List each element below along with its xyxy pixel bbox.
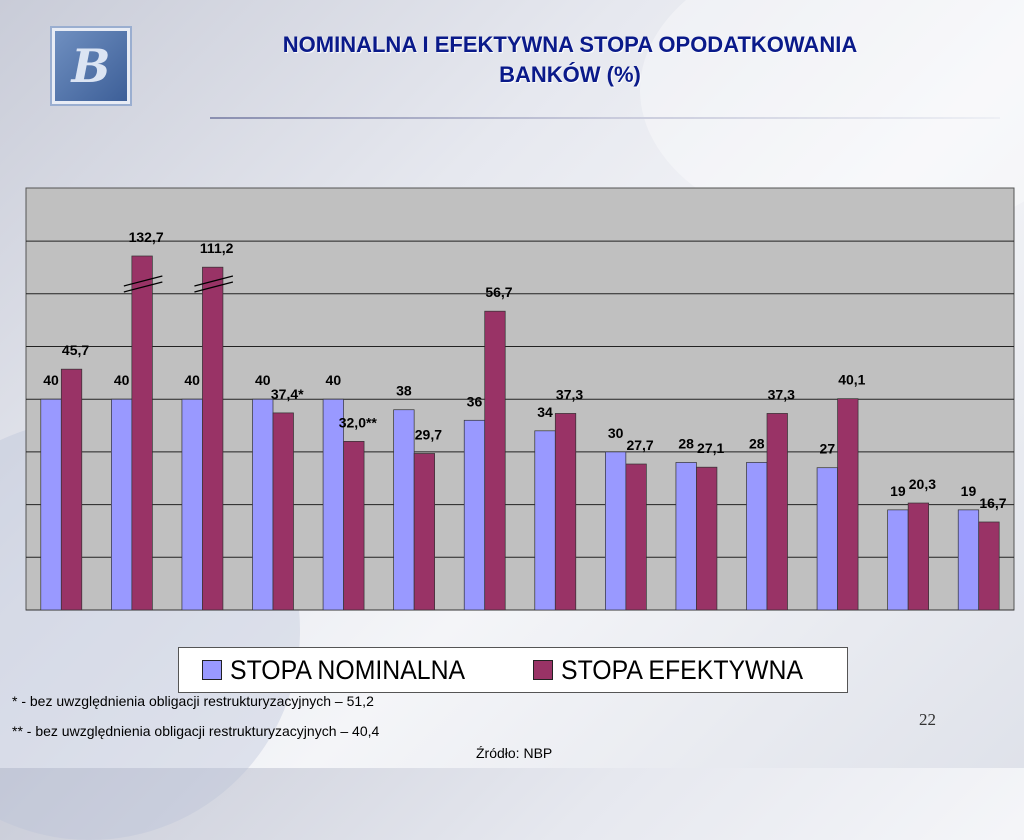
bar-nominal xyxy=(816,467,838,611)
bank-logo: B xyxy=(52,28,130,104)
bar-nominal xyxy=(393,409,415,611)
bar-nominal xyxy=(463,419,486,611)
data-label-nominal: 40 xyxy=(255,372,271,388)
logo-letter: B xyxy=(71,39,111,93)
bar-effective xyxy=(131,255,153,611)
bar-nominal xyxy=(252,398,274,611)
footnote-1: * - bez uwzględnienia obligacji restrukt… xyxy=(12,693,374,709)
bar-nominal xyxy=(957,509,980,611)
data-label-effective: 40,1 xyxy=(838,372,865,388)
title-divider xyxy=(210,117,1000,119)
data-label-effective: 27,7 xyxy=(626,437,653,453)
data-label-effective: 37,3 xyxy=(768,386,795,402)
data-label-nominal: 40 xyxy=(114,372,130,388)
data-label-effective: 29,7 xyxy=(415,426,442,442)
data-label-effective: 37,3 xyxy=(556,386,583,402)
bar-nominal xyxy=(181,398,203,611)
legend-item-effective: STOPA EFEKTYWNA xyxy=(532,654,824,686)
bar-effective xyxy=(272,412,294,611)
data-label-effective: 111,2 xyxy=(200,240,234,256)
data-label-effective: 45,7 xyxy=(62,342,89,358)
bar-effective xyxy=(343,441,365,611)
data-label-nominal: 40 xyxy=(43,372,59,388)
data-label-effective: 32,0** xyxy=(339,414,378,430)
data-label-nominal: 19 xyxy=(961,483,977,499)
data-label-nominal: 36 xyxy=(467,393,483,409)
legend-item-nominal: STOPA NOMINALNA xyxy=(202,655,486,686)
title-line-2: BANKÓW (%) xyxy=(499,62,641,87)
bar-nominal xyxy=(746,462,768,611)
legend-swatch-effective xyxy=(532,660,553,680)
data-label-nominal: 30 xyxy=(608,425,624,441)
data-label-effective: 56,7 xyxy=(485,284,512,300)
title-line-1: NOMINALNA I EFEKTYWNA STOPA OPODATKOWANI… xyxy=(282,32,858,57)
bar-effective xyxy=(696,466,718,611)
bar-nominal xyxy=(40,398,62,611)
data-label-nominal: 34 xyxy=(537,404,553,420)
data-label-nominal: 38 xyxy=(396,383,412,399)
bar-effective xyxy=(907,502,929,611)
bar-effective xyxy=(766,413,788,611)
bar-nominal xyxy=(534,430,556,611)
legend-swatch-nominal xyxy=(202,660,223,680)
bar-nominal xyxy=(605,451,627,611)
bar-nominal xyxy=(675,462,697,611)
axis-break-mark xyxy=(194,275,234,287)
legend-label-effective: STOPA EFEKTYWNA xyxy=(560,654,803,685)
axis-break-mark xyxy=(123,275,163,287)
data-label-effective: 132,7 xyxy=(129,229,164,245)
source-note: Źródło: NBP xyxy=(476,745,553,761)
data-label-effective: 37,4* xyxy=(271,386,304,402)
data-label-nominal: 28 xyxy=(678,435,694,451)
data-label-nominal: 28 xyxy=(749,435,765,451)
axis-break-mark xyxy=(123,281,163,293)
bar-nominal xyxy=(111,398,133,611)
data-label-nominal: 19 xyxy=(890,483,906,499)
legend-label-nominal: STOPA NOMINALNA xyxy=(230,654,466,685)
page-number: 22 xyxy=(919,710,936,729)
bar-effective xyxy=(202,266,224,611)
bar-nominal xyxy=(322,398,344,611)
bar-effective xyxy=(484,310,506,611)
data-label-effective: 20,3 xyxy=(909,476,936,492)
bar-effective xyxy=(837,398,859,611)
axis-break-mark xyxy=(194,281,234,293)
data-label-effective: 27,1 xyxy=(697,440,724,456)
data-label-nominal: 40 xyxy=(326,372,342,388)
bar-effective xyxy=(413,453,435,611)
data-label-nominal: 40 xyxy=(184,372,200,388)
bar-chart: 19924045,7199340132,7199440111,219954037… xyxy=(25,187,1015,611)
chart-legend: STOPA NOMINALNA STOPA EFEKTYWNA xyxy=(178,647,848,693)
slide-title: NOMINALNA I EFEKTYWNA STOPA OPODATKOWANI… xyxy=(160,30,980,90)
bar-effective xyxy=(60,368,83,611)
data-label-effective: 16,7 xyxy=(979,495,1006,511)
bar-nominal xyxy=(887,509,909,611)
footnote-2: ** - bez uwzględnienia obligacji restruk… xyxy=(12,723,380,739)
bar-effective xyxy=(554,413,577,611)
bar-effective xyxy=(978,521,1000,611)
bar-effective xyxy=(625,463,647,611)
data-label-nominal: 27 xyxy=(820,441,836,457)
